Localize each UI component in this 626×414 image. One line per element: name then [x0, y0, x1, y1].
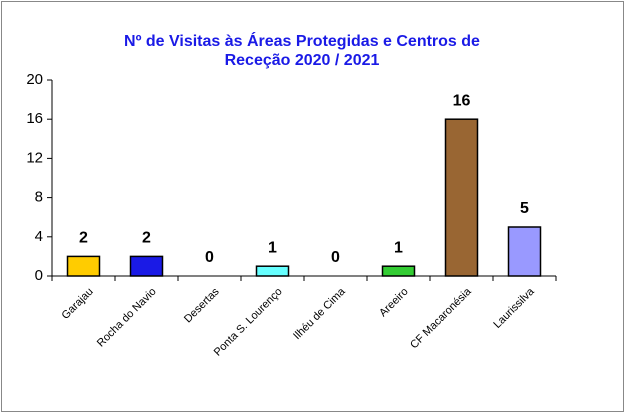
- data-label: 0: [205, 249, 214, 266]
- y-tick-label: 12: [26, 149, 43, 166]
- data-label: 1: [268, 239, 277, 256]
- data-label: 0: [331, 249, 340, 266]
- y-tick-label: 8: [35, 189, 43, 206]
- bar: [507, 226, 542, 277]
- bar: [66, 255, 101, 277]
- data-label: 2: [79, 230, 88, 247]
- data-label: 2: [142, 230, 151, 247]
- data-label: 16: [453, 92, 471, 109]
- y-tick-label: 16: [26, 110, 43, 127]
- y-tick-label: 0: [35, 267, 43, 284]
- data-label: 5: [520, 200, 529, 217]
- chart-title: Nº de Visitas às Áreas Protegidas e Cent…: [124, 31, 480, 50]
- y-tick-label: 20: [26, 71, 43, 88]
- chart-title: Receção 2020 / 2021: [225, 52, 380, 69]
- y-tick-label: 4: [35, 228, 43, 245]
- bar: [129, 255, 164, 277]
- bar: [444, 118, 479, 277]
- bar: [255, 265, 290, 277]
- bar: [381, 265, 416, 277]
- data-label: 1: [394, 239, 403, 256]
